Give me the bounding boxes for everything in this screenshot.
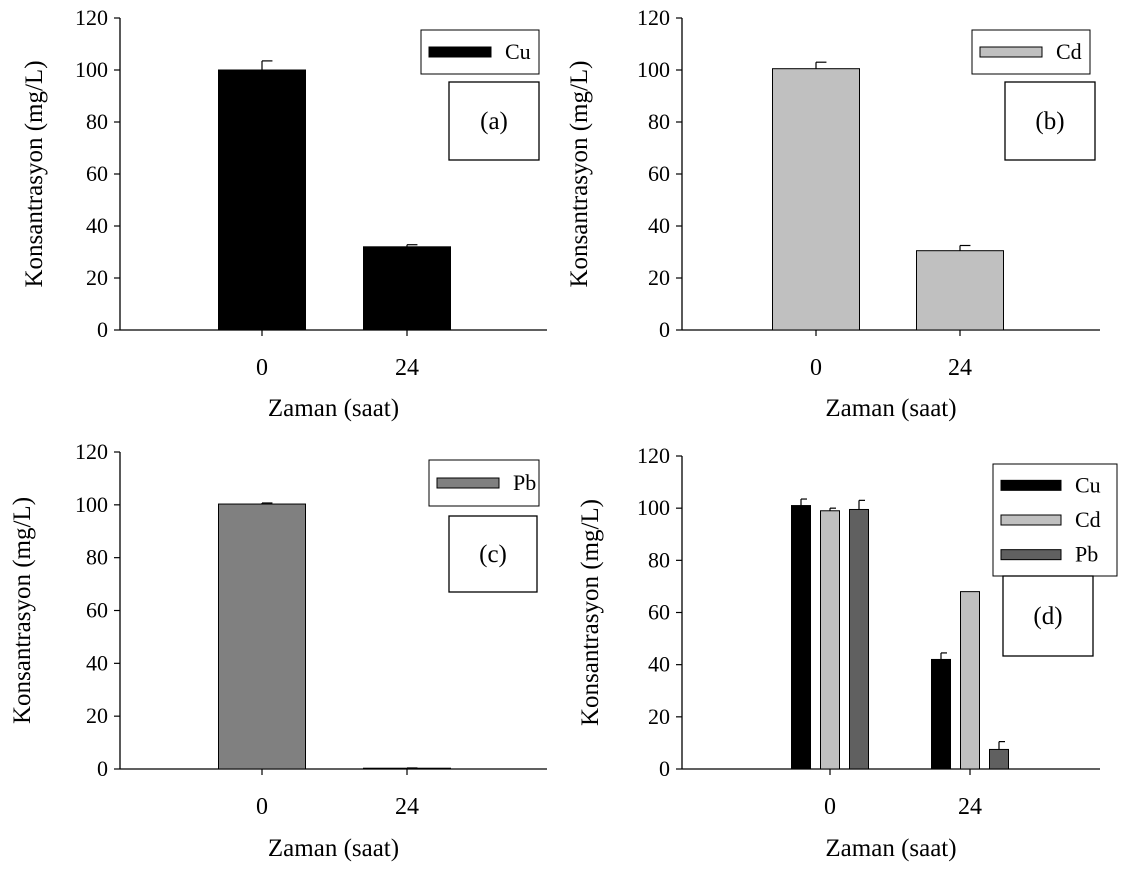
x-axis-label: Zaman (saat) xyxy=(268,835,399,862)
y-tick-label: 80 xyxy=(86,545,108,570)
bar-pb xyxy=(989,748,1009,770)
y-tick-label: 120 xyxy=(75,5,108,30)
y-tick-label: 40 xyxy=(648,652,670,677)
y-axis-label: Konsantrasyon (mg/L) xyxy=(566,60,593,287)
y-tick-label: 0 xyxy=(659,756,670,781)
bar-pb xyxy=(218,503,306,770)
y-tick-label: 40 xyxy=(86,213,108,238)
bar-cu xyxy=(791,505,811,770)
y-tick-label: 120 xyxy=(637,443,670,468)
legend-swatch-cd xyxy=(1000,514,1062,526)
y-tick-label: 80 xyxy=(86,109,108,134)
legend-label-pb: Pb xyxy=(513,470,536,495)
panel-label-box xyxy=(448,515,538,593)
y-tick-label: 20 xyxy=(648,704,670,729)
x-tick-label: 24 xyxy=(395,355,419,381)
y-tick-label: 120 xyxy=(637,5,670,30)
y-tick-label: 0 xyxy=(97,756,108,781)
legend-label-cd: Cd xyxy=(1056,39,1082,64)
x-tick-label: 24 xyxy=(948,355,972,381)
legend-label-cd: Cd xyxy=(1075,507,1101,532)
panel-label-box xyxy=(448,81,540,161)
y-tick-label: 60 xyxy=(86,598,108,623)
legend-swatch-cu xyxy=(428,46,492,58)
legend-swatch-pb xyxy=(436,477,500,489)
y-tick-label: 0 xyxy=(97,317,108,342)
x-tick-label: 0 xyxy=(810,355,822,381)
legend-swatch-pb xyxy=(1000,549,1062,561)
panel-a: 0 20 40 60 80 100 120 0 24 Zaman (saat) Konsantras… xyxy=(21,5,547,422)
legend-label-cu: Cu xyxy=(1075,472,1101,497)
x-tick-label: 0 xyxy=(256,355,268,381)
y-tick-label: 80 xyxy=(648,109,670,134)
bar-cu xyxy=(363,246,451,331)
y-tick-label: 20 xyxy=(86,265,108,290)
y-tick-label: 40 xyxy=(86,650,108,675)
bar-cu xyxy=(931,658,951,770)
y-tick-label: 100 xyxy=(637,57,670,82)
panel-b: 0 20 40 60 80 100 120 0 24 Zaman (saat) Konsantras… xyxy=(566,5,1100,422)
y-tick-label: 20 xyxy=(648,265,670,290)
x-tick-label: 24 xyxy=(395,794,419,820)
x-tick-label: 0 xyxy=(256,794,268,820)
x-tick-label: 0 xyxy=(824,794,836,820)
x-axis-label: Zaman (saat) xyxy=(268,395,399,422)
y-tick-label: 100 xyxy=(637,495,670,520)
y-tick-label: 60 xyxy=(86,161,108,186)
bar-cd xyxy=(820,510,840,770)
bar-cu xyxy=(218,69,306,331)
x-axis-label: Zaman (saat) xyxy=(825,835,956,862)
y-axis-label: Konsantrasyon (mg/L) xyxy=(577,499,604,726)
legend-label-pb: Pb xyxy=(1075,542,1098,567)
panel-c: 0 20 40 60 80 100 120 0 24 Zaman (saat) Konsantras… xyxy=(9,439,547,862)
y-tick-label: 0 xyxy=(659,317,670,342)
y-axis-label: Konsantrasyon (mg/L) xyxy=(21,60,48,287)
x-tick-label: 24 xyxy=(958,794,982,820)
panel-label: (c) xyxy=(479,541,507,568)
panel-label-box xyxy=(1004,81,1096,161)
y-tick-label: 40 xyxy=(648,213,670,238)
legend-label-cu: Cu xyxy=(505,39,531,64)
panel-label: (d) xyxy=(1033,603,1062,630)
y-tick-label: 100 xyxy=(75,57,108,82)
legend-swatch-cd xyxy=(979,46,1043,58)
legend-swatch-cu xyxy=(1000,479,1062,491)
y-axis-label: Konsantrasyon (mg/L) xyxy=(9,497,36,724)
y-tick-label: 120 xyxy=(75,439,108,464)
x-axis-label: Zaman (saat) xyxy=(825,395,956,422)
y-tick-label: 20 xyxy=(86,703,108,728)
y-tick-label: 100 xyxy=(75,492,108,517)
panel-label: (a) xyxy=(480,108,508,135)
bar-pb xyxy=(849,508,869,770)
y-tick-label: 60 xyxy=(648,161,670,186)
panel-label-box xyxy=(1002,575,1094,657)
bar-cd xyxy=(916,250,1004,331)
bar-cd xyxy=(960,591,980,770)
panel-label: (b) xyxy=(1035,108,1064,135)
y-tick-label: 80 xyxy=(648,547,670,572)
y-tick-label: 60 xyxy=(648,600,670,625)
bar-cd xyxy=(772,68,860,331)
